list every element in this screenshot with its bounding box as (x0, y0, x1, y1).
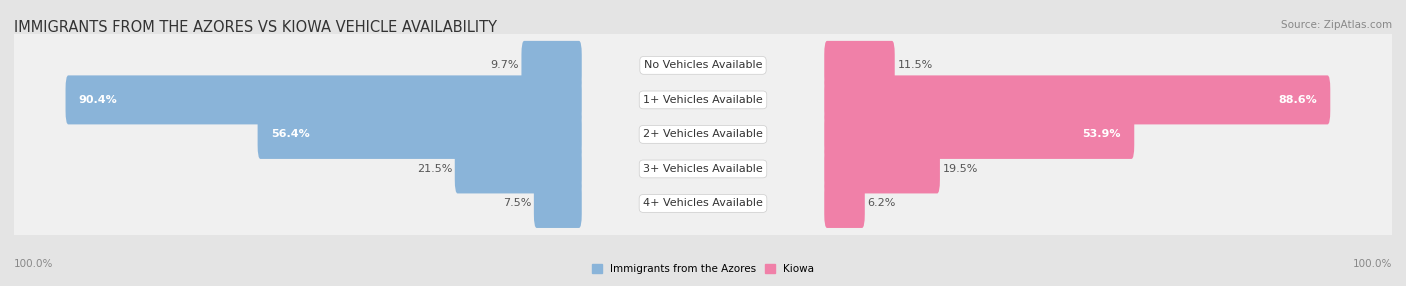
FancyBboxPatch shape (454, 144, 582, 193)
Text: 88.6%: 88.6% (1278, 95, 1317, 105)
FancyBboxPatch shape (8, 162, 1398, 245)
Text: 90.4%: 90.4% (79, 95, 117, 105)
Text: Source: ZipAtlas.com: Source: ZipAtlas.com (1281, 20, 1392, 30)
Text: 9.7%: 9.7% (491, 60, 519, 70)
Text: 100.0%: 100.0% (1353, 259, 1392, 269)
Text: 100.0%: 100.0% (14, 259, 53, 269)
Text: 1+ Vehicles Available: 1+ Vehicles Available (643, 95, 763, 105)
FancyBboxPatch shape (824, 110, 1135, 159)
FancyBboxPatch shape (824, 41, 894, 90)
FancyBboxPatch shape (824, 179, 865, 228)
Legend: Immigrants from the Azores, Kiowa: Immigrants from the Azores, Kiowa (588, 260, 818, 279)
Text: 11.5%: 11.5% (897, 60, 932, 70)
FancyBboxPatch shape (8, 127, 1398, 211)
FancyBboxPatch shape (824, 76, 1330, 124)
Text: 3+ Vehicles Available: 3+ Vehicles Available (643, 164, 763, 174)
Text: 6.2%: 6.2% (868, 198, 896, 208)
Text: 19.5%: 19.5% (942, 164, 979, 174)
FancyBboxPatch shape (8, 24, 1398, 107)
FancyBboxPatch shape (534, 179, 582, 228)
FancyBboxPatch shape (522, 41, 582, 90)
Text: No Vehicles Available: No Vehicles Available (644, 60, 762, 70)
Text: 4+ Vehicles Available: 4+ Vehicles Available (643, 198, 763, 208)
Text: 7.5%: 7.5% (503, 198, 531, 208)
FancyBboxPatch shape (8, 93, 1398, 176)
Text: IMMIGRANTS FROM THE AZORES VS KIOWA VEHICLE AVAILABILITY: IMMIGRANTS FROM THE AZORES VS KIOWA VEHI… (14, 20, 498, 35)
FancyBboxPatch shape (8, 58, 1398, 142)
FancyBboxPatch shape (257, 110, 582, 159)
Text: 53.9%: 53.9% (1083, 130, 1121, 139)
Text: 2+ Vehicles Available: 2+ Vehicles Available (643, 130, 763, 139)
Text: 56.4%: 56.4% (271, 130, 309, 139)
FancyBboxPatch shape (824, 144, 941, 193)
FancyBboxPatch shape (66, 76, 582, 124)
Text: 21.5%: 21.5% (416, 164, 451, 174)
